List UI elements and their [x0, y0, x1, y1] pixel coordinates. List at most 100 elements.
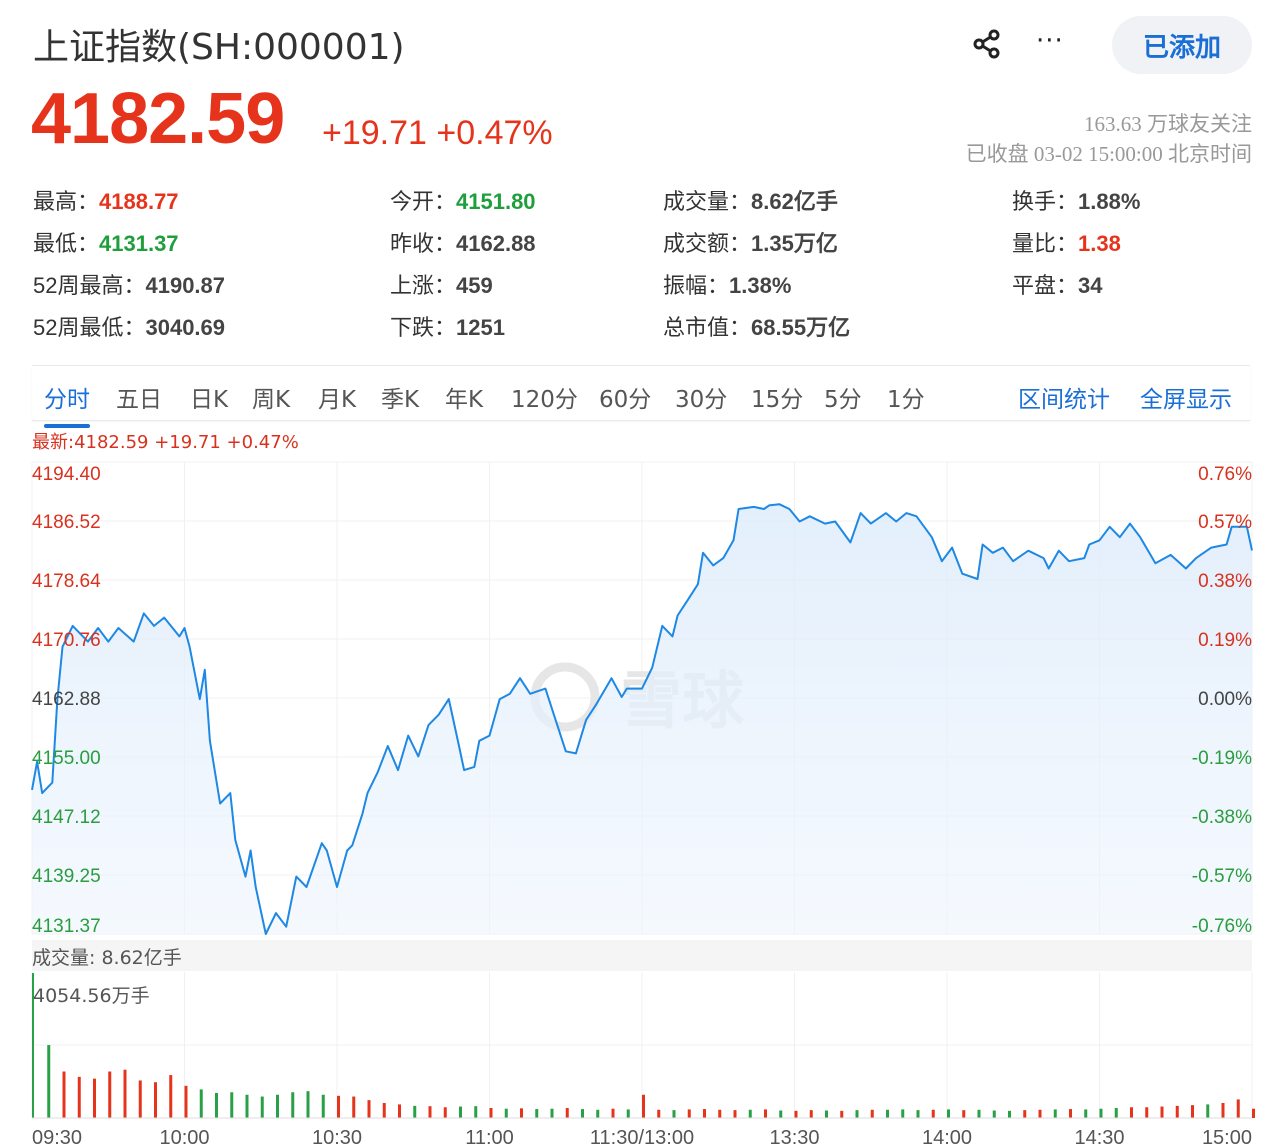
y2-tick-label: -0.38%	[1192, 807, 1252, 828]
volume-bar	[215, 1092, 218, 1118]
volume-bar	[154, 1082, 157, 1118]
volume-bar	[443, 1107, 447, 1118]
tab-11[interactable]: 5分	[824, 387, 862, 413]
share-icon[interactable]	[972, 28, 1004, 60]
volume-bar	[169, 1075, 173, 1118]
tab-2[interactable]: 日K	[190, 387, 229, 413]
stat-label: 今开：	[390, 189, 457, 214]
volume-title: 成交量: 8.62亿手	[32, 947, 182, 969]
stat-label: 上涨：	[390, 273, 457, 298]
volume-bar	[550, 1108, 554, 1118]
stat-label: 量比：	[1012, 231, 1079, 256]
volume-bar	[1008, 1110, 1011, 1118]
current-price: 4182.59	[31, 79, 285, 159]
x-tick-label: 15:00	[1202, 1127, 1252, 1146]
follower-count: 163.63 万球友关注	[1084, 112, 1252, 136]
tab-9[interactable]: 30分	[675, 387, 728, 413]
stat-label: 最高：	[33, 189, 100, 214]
volume-bar	[398, 1104, 401, 1118]
y-tick-label: 4178.64	[32, 571, 101, 592]
stat-item: 平盘：34	[1012, 268, 1103, 300]
more-dots-icon[interactable]: ···	[1036, 26, 1064, 56]
y2-tick-label: -0.57%	[1192, 866, 1252, 887]
volume-bar	[825, 1110, 828, 1118]
volume-bar	[1221, 1102, 1225, 1118]
fullscreen-link[interactable]: 全屏显示	[1140, 387, 1232, 413]
volume-bar	[581, 1109, 584, 1118]
tab-7[interactable]: 120分	[511, 387, 578, 413]
volume-bar	[977, 1109, 981, 1118]
y-tick-label: 4194.40	[32, 464, 101, 485]
volume-bar	[1114, 1107, 1118, 1118]
volume-bar	[459, 1106, 462, 1118]
latest-quote: 最新:4182.59 +19.71 +0.47%	[32, 432, 299, 453]
y-tick-label: 4131.37	[32, 916, 101, 937]
tab-12[interactable]: 1分	[887, 387, 925, 413]
page-title: 上证指数(SH:000001)	[33, 27, 405, 68]
volume-bar	[596, 1109, 600, 1118]
y2-tick-label: -0.76%	[1192, 916, 1252, 937]
x-tick-label: 11:30/13:00	[590, 1127, 694, 1146]
volume-bar	[1145, 1107, 1149, 1118]
price-change: +19.71 +0.47%	[322, 114, 553, 152]
range-stats-link[interactable]: 区间统计	[1018, 387, 1110, 413]
stat-item: 量比：1.38	[1012, 226, 1121, 258]
volume-bar	[504, 1108, 508, 1118]
x-tick-label: 10:00	[159, 1127, 209, 1146]
volume-bar	[230, 1092, 234, 1118]
tab-0[interactable]: 分时	[44, 380, 90, 428]
volume-bar	[748, 1109, 752, 1118]
volume-bar	[565, 1107, 569, 1118]
tab-6[interactable]: 年K	[445, 387, 484, 413]
volume-bar	[642, 1094, 645, 1118]
stat-label: 昨收：	[390, 231, 457, 256]
stat-label: 总市值：	[663, 315, 752, 340]
y-tick-label: 4186.52	[32, 512, 101, 533]
stat-item: 成交量：8.62亿手	[663, 184, 838, 216]
tab-3[interactable]: 周K	[252, 387, 291, 413]
volume-bar	[520, 1108, 523, 1118]
volume-bar	[611, 1108, 615, 1118]
stat-item: 成交额：1.35万亿	[663, 226, 838, 258]
y2-tick-label: 0.76%	[1198, 464, 1252, 485]
volume-bar	[77, 1076, 81, 1118]
x-tick-label: 14:00	[922, 1127, 972, 1146]
volume-bar	[1160, 1106, 1164, 1118]
volume-bar	[199, 1089, 203, 1118]
volume-bar	[108, 1071, 112, 1118]
stat-label: 最低：	[33, 231, 100, 256]
volume-bar	[626, 1109, 630, 1118]
volume-bar	[535, 1109, 539, 1118]
volume-bar	[1038, 1109, 1042, 1118]
follow-button[interactable]: 已添加	[1112, 16, 1252, 74]
price-area	[32, 504, 1252, 934]
tab-5[interactable]: 季K	[381, 387, 420, 413]
stat-label: 平盘：	[1012, 273, 1079, 298]
stat-value: 1.88%	[1078, 189, 1141, 214]
stat-label: 下跌：	[390, 315, 457, 340]
volume-bar	[413, 1105, 417, 1118]
tab-10[interactable]: 15分	[751, 387, 804, 413]
volume-bar	[916, 1110, 920, 1118]
volume-bar	[870, 1109, 874, 1118]
stat-value: 4188.77	[99, 189, 179, 214]
stat-label: 成交额：	[663, 231, 752, 256]
stat-item: 最低：4131.37	[33, 226, 179, 258]
volume-bar	[718, 1109, 722, 1118]
y-tick-label: 4155.00	[32, 748, 101, 769]
volume-bar	[687, 1109, 691, 1118]
price-line	[31, 503, 1253, 935]
volume-bar	[260, 1096, 264, 1118]
stat-label: 成交量：	[663, 189, 752, 214]
volume-bar	[489, 1107, 493, 1118]
tab-1[interactable]: 五日	[116, 387, 162, 413]
y-tick-label: 4147.12	[32, 807, 101, 828]
stat-label: 振幅：	[663, 273, 730, 298]
volume-bar	[1084, 1109, 1088, 1118]
stat-label: 52周最高：	[33, 273, 146, 298]
tab-4[interactable]: 月K	[318, 387, 357, 413]
stat-item: 总市值：68.55万亿	[663, 310, 850, 342]
volume-bar	[321, 1094, 325, 1118]
tab-8[interactable]: 60分	[599, 387, 652, 413]
